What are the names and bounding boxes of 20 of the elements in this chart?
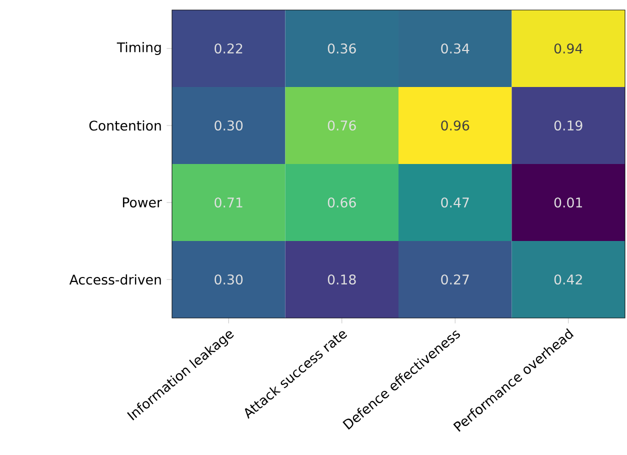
data-label: 0.42 — [554, 274, 582, 285]
data-label: 0.94 — [554, 43, 582, 54]
data-label: 0.18 — [328, 274, 356, 285]
data-label: 0.66 — [328, 197, 356, 208]
data-label: 0.22 — [214, 43, 242, 54]
data-label: 0.76 — [328, 120, 356, 131]
data-label: 0.96 — [441, 120, 470, 131]
data-label: 0.47 — [441, 197, 469, 208]
data-label: 0.71 — [214, 197, 242, 208]
data-label: 0.34 — [441, 43, 470, 54]
data-label: 0.36 — [328, 43, 356, 54]
data-label: 0.19 — [554, 120, 582, 131]
data-label: 0.27 — [441, 274, 469, 285]
data-label: 0.01 — [554, 197, 582, 208]
y-tick-label: Power — [122, 198, 162, 208]
y-tick-label: Contention — [89, 120, 161, 131]
y-tick-label: Access-driven — [69, 274, 161, 285]
data-label: 0.30 — [214, 274, 243, 285]
data-label: 0.30 — [214, 120, 243, 131]
y-tick-label: Timing — [116, 42, 161, 55]
